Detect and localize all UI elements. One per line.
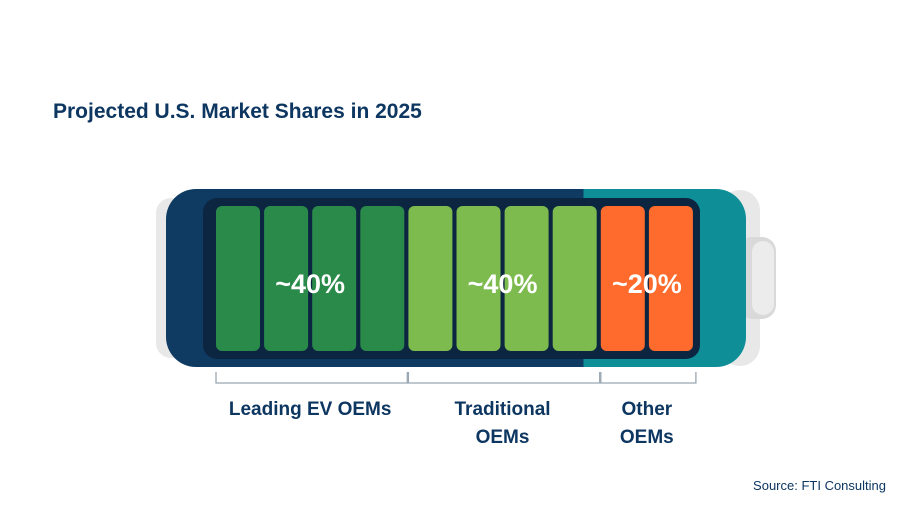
category-brackets bbox=[215, 372, 697, 384]
category-labels: Leading EV OEMs Traditional OEMs Other OEMs bbox=[229, 399, 674, 448]
battery-cell-2-4 bbox=[552, 206, 597, 351]
battery-icon: ~40% ~40% ~20% bbox=[156, 189, 776, 367]
source-note: Source: FTI Consulting bbox=[753, 478, 886, 493]
battery-cell-1-4 bbox=[360, 206, 405, 351]
bracket-2 bbox=[407, 372, 601, 384]
category-label-line: Other bbox=[622, 399, 673, 420]
category-label-line: Traditional bbox=[455, 399, 551, 420]
battery-cell-2-3 bbox=[504, 206, 549, 351]
battery-cell-2-1 bbox=[408, 206, 453, 351]
category-label-2: Traditional OEMs bbox=[455, 399, 551, 448]
battery-cell-3-1 bbox=[600, 206, 645, 351]
category-label-3: Other OEMs bbox=[620, 399, 674, 448]
bracket-1 bbox=[215, 372, 408, 384]
value-label-3: ~20% bbox=[612, 269, 682, 299]
value-labels: ~40% ~40% ~20% bbox=[275, 269, 682, 299]
bracket-3 bbox=[600, 372, 697, 384]
battery-cell-3-2 bbox=[648, 206, 693, 351]
battery-cell-1-3 bbox=[312, 206, 357, 351]
value-label-2: ~40% bbox=[468, 269, 538, 299]
battery-cells bbox=[216, 206, 693, 351]
category-label-1: Leading EV OEMs bbox=[229, 399, 392, 420]
battery-terminal-face bbox=[752, 241, 774, 315]
category-label-line: OEMs bbox=[476, 427, 530, 448]
value-label-1: ~40% bbox=[275, 269, 345, 299]
battery-cell-1-2 bbox=[264, 206, 309, 351]
battery-cell-1-1 bbox=[216, 206, 260, 351]
category-label-line: OEMs bbox=[620, 427, 674, 448]
category-label-line: Leading EV OEMs bbox=[229, 399, 392, 420]
chart-title: Projected U.S. Market Shares in 2025 bbox=[53, 100, 422, 123]
battery-cell-2-2 bbox=[456, 206, 501, 351]
